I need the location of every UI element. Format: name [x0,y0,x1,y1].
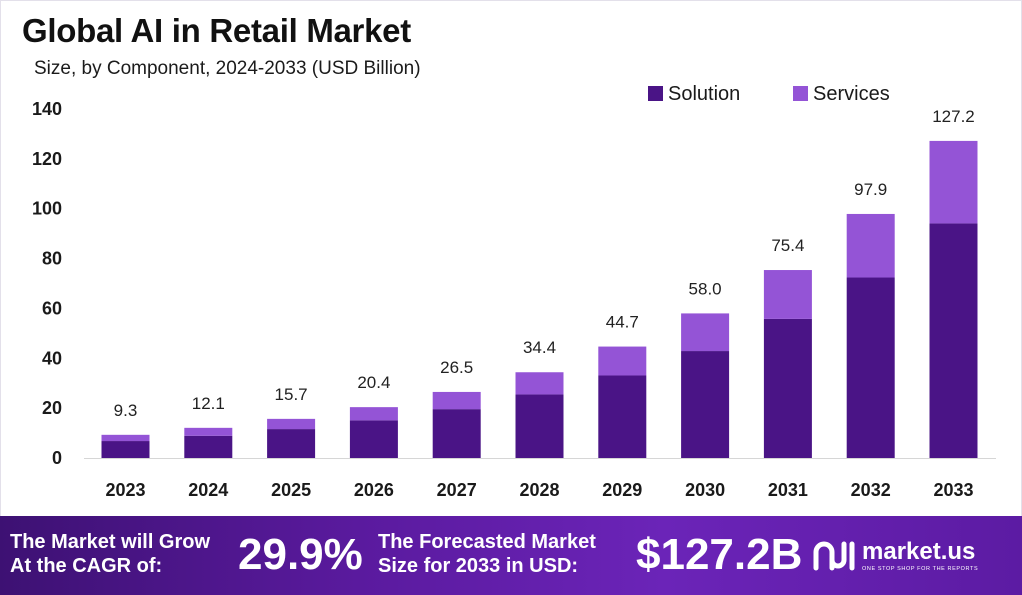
bar-total-label: 97.9 [854,180,887,199]
bar-solution [846,277,895,458]
bar-services [598,346,647,376]
bar-solution [515,394,564,458]
bar-solution [681,351,730,458]
bar-total-label: 34.4 [523,338,556,357]
bar-total-label: 58.0 [689,279,722,298]
bar-total-label: 15.7 [275,385,308,404]
y-tick-label: 140 [32,99,62,119]
bar-total-label: 127.2 [932,107,975,126]
bar-solution [184,435,233,458]
x-tick-label: 2030 [685,480,725,500]
bar-services [349,407,398,421]
bar-total-label: 75.4 [771,236,804,255]
y-tick-label: 60 [42,298,62,318]
bar-solution [101,441,150,458]
bar-chart: 0 20 40 60 80 100 120 140 9.3 2023 12.1 2024 15.7 202… [32,83,996,500]
forecast-label-line2: Size for 2033 in USD: [378,555,579,577]
bar-services [681,313,730,352]
x-tick-label: 2024 [188,480,228,500]
bar-services [763,270,812,319]
legend-label-services: Services [813,83,890,105]
cagr-label: The Market will Grow At the CAGR of: [10,530,210,578]
legend-swatch-services [793,86,808,101]
forecast-value: $127.2B [636,530,803,579]
bar-services [846,213,895,278]
bar-total-label: 44.7 [606,313,639,332]
cagr-value: 29.9% [238,530,363,579]
forecast-label-line1: The Forecasted Market [378,531,596,553]
x-tick-label: 2025 [271,480,311,500]
bar-solution [929,223,978,458]
cagr-label-line1: The Market will Grow [10,531,211,553]
bar-solution [598,375,647,458]
chart-subtitle: Size, by Component, 2024-2033 (USD Billi… [34,58,421,79]
x-tick-label: 2027 [437,480,477,500]
x-tick-label: 2029 [602,480,642,500]
bar-services [515,372,564,395]
forecast-label: The Forecasted Market Size for 2033 in U… [378,530,596,578]
brand-tagline: ONE STOP SHOP FOR THE REPORTS [862,566,979,572]
bar-services [929,140,978,224]
bar-services [432,391,481,410]
bar-total-label: 12.1 [192,394,225,413]
bar-total-label: 9.3 [114,401,138,420]
chart-title: Global AI in Retail Market [22,12,411,49]
y-tick-label: 80 [42,249,62,269]
market-us-logo-icon [813,541,855,571]
bar-total-label: 20.4 [357,373,390,392]
bar-solution [267,429,316,458]
bar-services [101,434,150,442]
y-tick-label: 0 [52,448,62,468]
x-tick-label: 2023 [105,480,145,500]
bar-total-label: 26.5 [440,358,473,377]
x-tick-label: 2031 [768,480,808,500]
x-tick-label: 2026 [354,480,394,500]
x-tick-label: 2032 [851,480,891,500]
y-tick-label: 100 [32,199,62,219]
bar-services [267,418,316,430]
legend-swatch-solution [648,86,663,101]
bar-services [184,427,233,436]
brand-name: market.us [862,538,976,565]
y-tick-label: 120 [32,149,62,169]
footer-banner: The Market will Grow At the CAGR of: 29.… [0,516,1022,595]
legend-label-solution: Solution [668,83,740,105]
y-tick-label: 20 [42,398,62,418]
bar-solution [432,409,481,458]
bar-solution [763,318,812,458]
x-tick-label: 2033 [933,480,973,500]
x-tick-label: 2028 [519,480,559,500]
bar-solution [349,420,398,458]
y-tick-label: 40 [42,348,62,368]
cagr-label-line2: At the CAGR of: [10,555,163,577]
